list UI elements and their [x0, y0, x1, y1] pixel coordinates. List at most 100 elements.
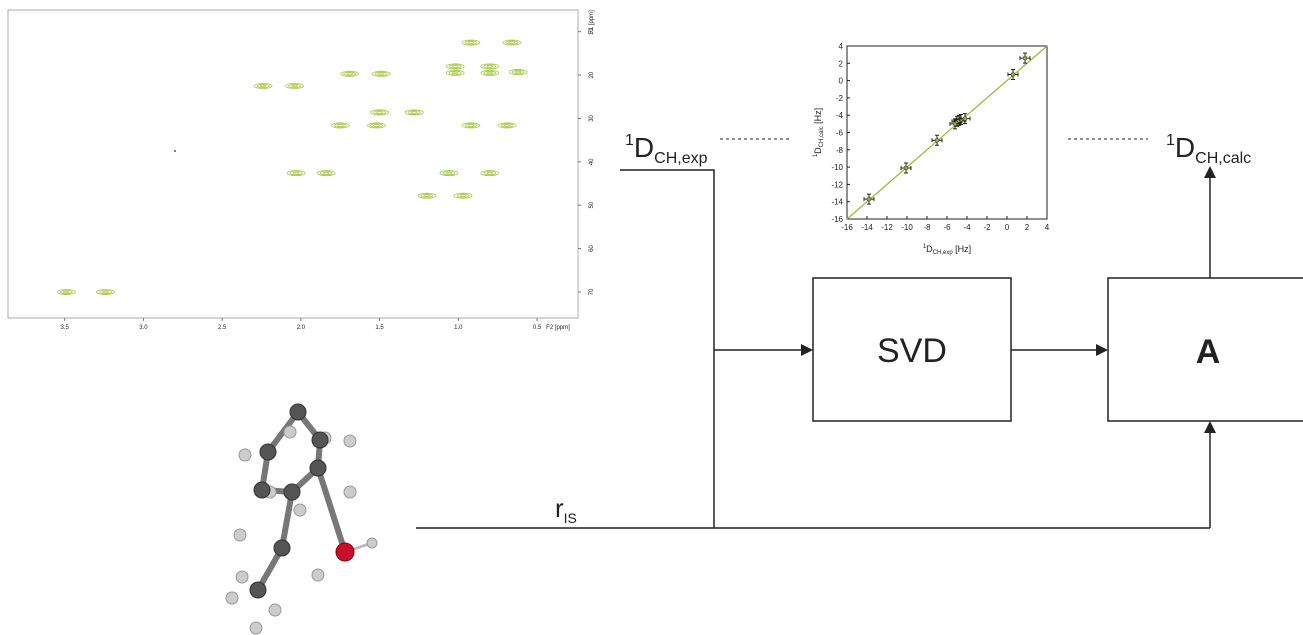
x-tick-label: 3.5 [61, 325, 70, 331]
y-tick-label: 30 [589, 114, 595, 121]
main: D [1175, 132, 1195, 163]
peak [440, 171, 458, 176]
peak [498, 123, 516, 128]
peak [418, 193, 436, 198]
y-tick-label: 40 [589, 158, 595, 165]
x-tick-label: -6 [943, 223, 951, 232]
x-tick-label: 2 [1025, 223, 1030, 232]
contour [468, 125, 474, 127]
arrowhead [1204, 166, 1216, 178]
contour [515, 71, 521, 73]
peak [446, 70, 464, 75]
svd-label: SVD [877, 332, 947, 370]
bonds [258, 412, 345, 590]
y-tick-label: -4 [836, 111, 844, 120]
peak [287, 171, 305, 176]
peak [462, 40, 480, 45]
contour [323, 172, 329, 174]
peak [57, 289, 75, 294]
y-tick-label: 2 [839, 59, 844, 68]
x-tick-label: -10 [901, 223, 913, 232]
marker [963, 117, 967, 121]
page: SVD A 1DCH,exp 1DCH,calc rIS 3.53.02.52.… [0, 0, 1303, 635]
contour [103, 291, 109, 293]
unit: [Hz] [813, 108, 823, 127]
peak [97, 289, 115, 294]
contour [347, 73, 353, 75]
x-tick-label: 2.5 [218, 325, 227, 331]
x-tick-label: 0 [1005, 223, 1010, 232]
contour [63, 291, 69, 293]
y-axis-label: F1 [ppm] [589, 10, 595, 34]
arrowheads [801, 166, 1216, 433]
fit-line [847, 46, 1047, 219]
x-tick-label: 3.0 [139, 325, 148, 331]
x-tick-label: 0.5 [533, 325, 542, 331]
x-axis_label: 1DCH,exp [Hz] [923, 244, 971, 256]
y-tick-label: -10 [831, 163, 843, 172]
arrowhead [1096, 344, 1108, 356]
y-tick-label: -12 [831, 180, 843, 189]
sub: CH,exp [933, 250, 954, 256]
x-tick-label: 1.5 [375, 325, 384, 331]
contour [293, 172, 299, 174]
molecule [226, 404, 377, 634]
x-tick-label: -12 [881, 223, 893, 232]
marker [1023, 56, 1027, 60]
peak [372, 71, 390, 76]
contour [260, 85, 266, 87]
plot-frame [8, 10, 578, 318]
sup: 1 [625, 132, 634, 149]
marker [935, 138, 939, 142]
contour [468, 42, 474, 44]
x-tick-label: -14 [861, 223, 873, 232]
sub: CH,exp [654, 150, 707, 167]
ris-label: rIS [555, 493, 577, 526]
marker [867, 197, 871, 201]
y-tick-label: -14 [831, 198, 843, 207]
y-tick-label: -6 [836, 129, 844, 138]
calc-label: 1DCH,calc [1166, 132, 1251, 167]
main: r [555, 493, 564, 523]
contour [373, 125, 379, 127]
contour [446, 172, 452, 174]
y-tick-label: 4 [839, 42, 844, 51]
peak [446, 64, 464, 69]
peak [331, 123, 349, 128]
arrowhead [1204, 421, 1216, 433]
contour [424, 195, 430, 197]
a-label: A [1196, 333, 1221, 371]
contour [487, 72, 493, 74]
contour [411, 112, 417, 114]
x-tick-label: -4 [963, 223, 971, 232]
unit: [Hz] [953, 244, 972, 254]
contour [337, 125, 343, 127]
y-tick-label: 70 [589, 288, 595, 295]
peak [405, 110, 423, 115]
contour [378, 73, 384, 75]
peak [481, 64, 499, 69]
peak [462, 123, 480, 128]
artifact [174, 150, 176, 152]
x-tick-label: 1.0 [454, 325, 463, 331]
peak [454, 193, 472, 198]
sup: 1 [1166, 132, 1175, 149]
peak [481, 171, 499, 176]
y-tick-label: 50 [589, 201, 595, 208]
peak [503, 40, 521, 45]
connector [620, 170, 714, 528]
x-axis-label: F2 [ppm] [546, 325, 570, 331]
contour [509, 42, 515, 44]
marker [1011, 73, 1015, 77]
peak [317, 171, 335, 176]
y-tick-label: -8 [836, 146, 844, 155]
y-tick-label: -16 [831, 215, 843, 224]
y-tick-label: 60 [589, 245, 595, 252]
main: D [634, 132, 654, 163]
peak [286, 83, 304, 88]
marker [904, 166, 908, 170]
x-tick-label: 2.0 [297, 325, 306, 331]
peak [371, 110, 389, 115]
y-tick-label: 20 [589, 71, 595, 78]
